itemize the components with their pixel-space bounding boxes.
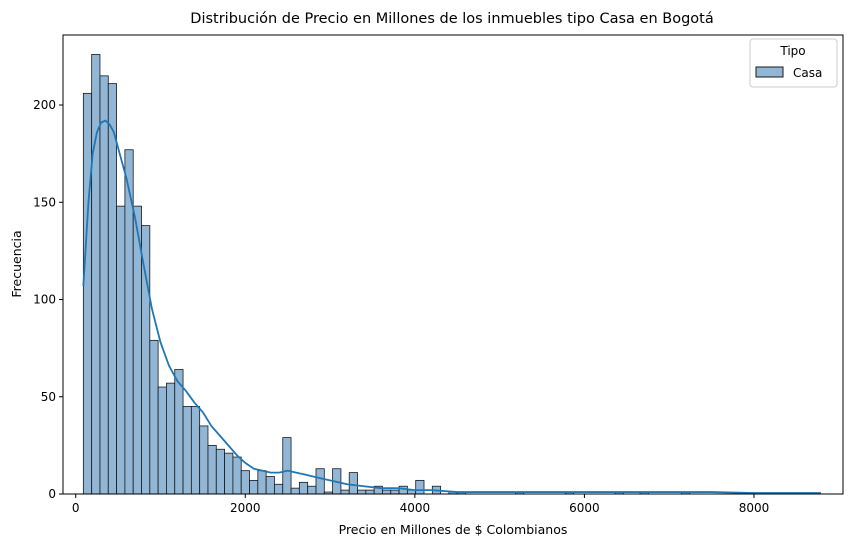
histogram-bar [240, 470, 250, 495]
chart-title: Distribución de Precio en Millones de lo… [190, 11, 713, 27]
histogram-bar [298, 481, 309, 495]
y-axis-label: Frecuencia [9, 230, 24, 297]
histogram-bar [207, 444, 217, 495]
histogram-bar [141, 225, 151, 495]
histogram-bar [232, 456, 242, 495]
histogram-bar [257, 470, 267, 495]
histogram-bar [382, 489, 392, 495]
histogram-bar [282, 437, 292, 495]
bars-group [82, 54, 691, 495]
histogram-bar [190, 406, 201, 495]
x-tick-label: 2000 [230, 501, 261, 515]
x-tick-label: 4000 [400, 501, 431, 515]
legend-swatch [755, 66, 784, 78]
histogram-bar [99, 75, 109, 495]
y-tick-label: 100 [33, 293, 56, 307]
y-tick-label: 150 [33, 195, 56, 209]
histogram-bar [182, 406, 192, 495]
y-tick-label: 200 [33, 98, 56, 112]
histogram-bar [415, 479, 425, 495]
y-axis: 0 50 100 150 200 [33, 98, 63, 501]
histogram-bar [290, 487, 300, 495]
x-tick-label: 6000 [569, 501, 600, 515]
kde-line [82, 119, 821, 494]
histogram-bar [365, 489, 375, 495]
x-axis: 0 2000 4000 6000 8000 [72, 494, 769, 515]
histogram-bar [398, 485, 408, 495]
legend-title: Tipo [779, 44, 805, 58]
histogram-bar [174, 369, 184, 495]
x-tick-label: 8000 [739, 501, 770, 515]
histogram-bar [265, 476, 275, 495]
histogram-bar [357, 489, 367, 495]
x-axis-label: Precio en Millones de $ Colombianos [339, 522, 568, 537]
histogram-bar [315, 468, 325, 495]
x-tick-label: 0 [72, 501, 80, 515]
histogram-bar [149, 339, 159, 495]
histogram-bar [249, 479, 259, 495]
legend-entry-casa: Casa [793, 66, 822, 80]
histogram-bar [82, 92, 93, 495]
y-tick-label: 0 [48, 487, 56, 501]
histogram-bar [307, 485, 317, 495]
y-tick-label: 50 [41, 390, 56, 404]
plot-frame [62, 34, 844, 495]
histogram-bar [390, 489, 400, 495]
histogram-bar [157, 386, 167, 495]
histogram-bar [348, 472, 358, 495]
histogram-bar [224, 452, 234, 495]
histogram-bar [107, 83, 117, 495]
legend: Tipo Casa [749, 38, 838, 88]
histogram-bar [91, 54, 101, 495]
histogram-bar [274, 483, 284, 495]
histogram-bar [116, 205, 126, 495]
histogram-bar [199, 425, 209, 495]
histogram-bar [340, 489, 350, 495]
histogram-bar [215, 448, 225, 495]
histogram-bar [166, 382, 176, 495]
